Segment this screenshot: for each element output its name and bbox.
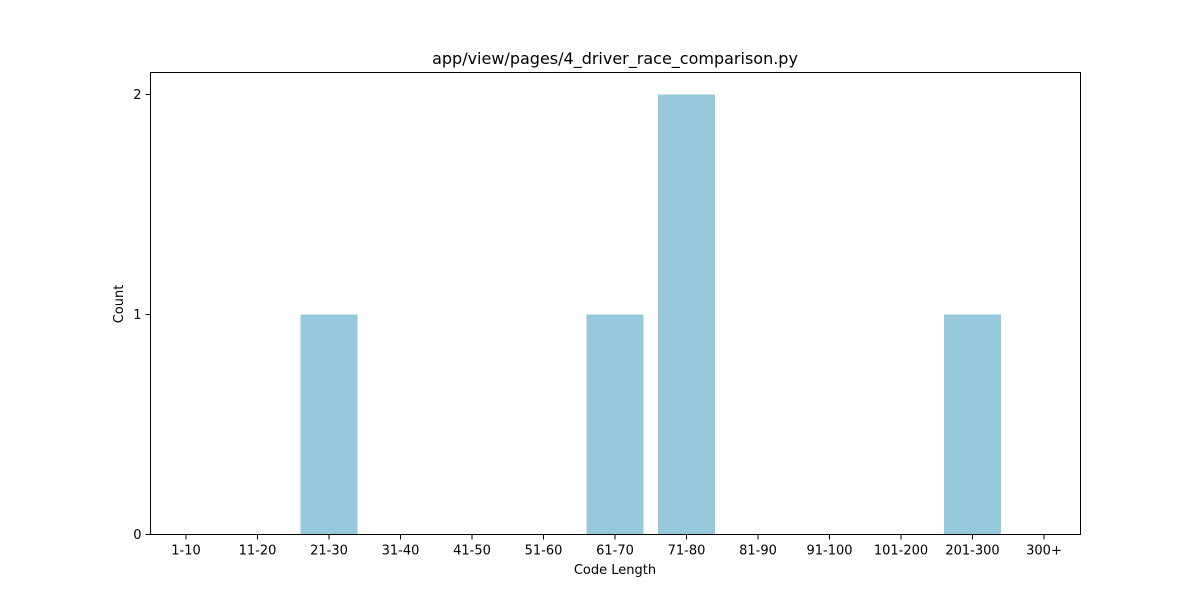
y-tick-label: 2	[133, 88, 141, 103]
x-tick-label: 41-50	[453, 544, 491, 559]
x-tick-label: 61-70	[596, 544, 634, 559]
y-ticks-group: 0 1 2	[133, 88, 151, 543]
y-tick-label: 1	[133, 308, 141, 323]
x-tick-label: 201-300	[945, 544, 999, 559]
x-ticks-group: 1-10 11-20 21-30 31-40 41-50 51-60 61-70 71-80 8…	[171, 534, 1062, 559]
bar-201-300	[944, 314, 1001, 535]
x-tick-label: 101-200	[874, 544, 928, 559]
x-tick-label: 1-10	[171, 544, 201, 559]
x-tick-label: 91-100	[806, 544, 852, 559]
x-tick-label: 71-80	[668, 544, 706, 559]
x-tick-label: 300+	[1026, 544, 1062, 559]
bar-71-80	[658, 94, 715, 535]
x-tick-label: 51-60	[525, 544, 563, 559]
x-tick-label: 11-20	[239, 544, 277, 559]
chart-title: app/view/pages/4_driver_race_comparison.…	[432, 49, 798, 69]
x-tick-label: 31-40	[382, 544, 420, 559]
bars-group	[300, 94, 1001, 535]
x-axis-label: Code Length	[574, 563, 656, 578]
y-tick-label: 0	[133, 528, 141, 543]
bar-21-30	[300, 314, 358, 535]
x-tick-label: 21-30	[310, 544, 348, 559]
plot-area-frame	[150, 72, 1081, 535]
bar-61-70	[586, 314, 644, 535]
x-tick-label: 81-90	[739, 544, 777, 559]
y-axis-label: Count	[112, 285, 127, 324]
